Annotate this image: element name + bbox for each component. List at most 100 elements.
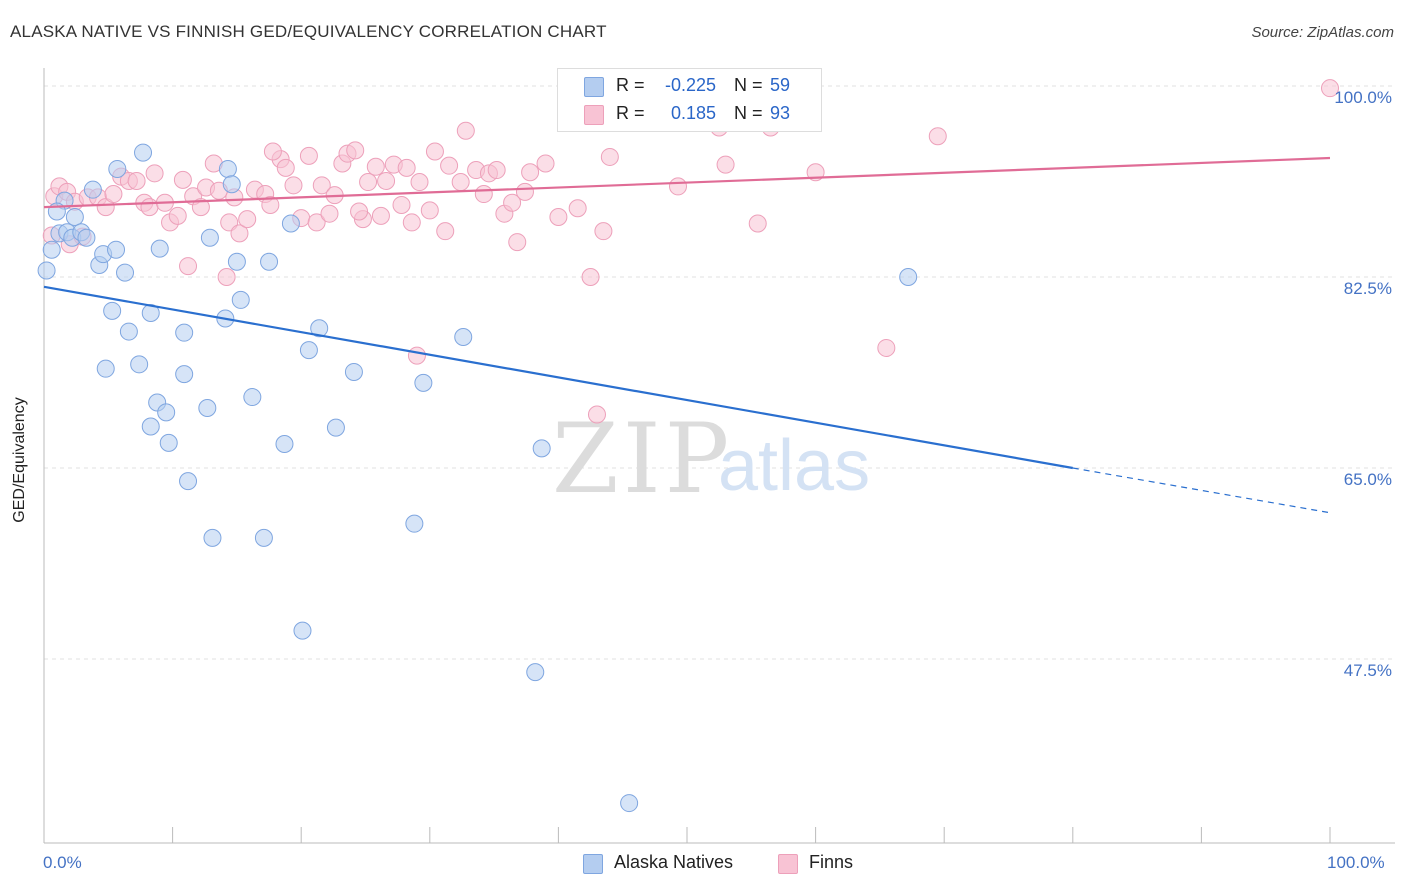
finns-point	[456, 121, 475, 140]
alaska-point	[134, 143, 153, 162]
finns-point	[230, 224, 249, 243]
finns-point	[346, 141, 365, 160]
finns-point	[487, 161, 506, 180]
finns-point	[668, 177, 687, 196]
alaska-point	[299, 341, 318, 360]
alaska-point	[83, 180, 102, 199]
alaska-point	[119, 322, 138, 341]
finns-point	[312, 176, 331, 195]
legend-alaska-label: Alaska Natives	[614, 852, 734, 872]
legend-alaska-swatch	[583, 854, 603, 874]
finns-point	[600, 147, 619, 166]
alaska-point	[141, 417, 160, 436]
stats-row-finns: R = 0.185 N = 93	[558, 101, 821, 127]
finns-point	[168, 206, 187, 225]
finns-point	[716, 155, 735, 174]
alaska-trend-line	[43, 285, 1073, 470]
alaska-point	[37, 261, 56, 280]
alaska-r-value: -0.225	[664, 75, 716, 95]
finns-point	[877, 338, 896, 357]
finns-trend-line	[43, 156, 1331, 209]
alaska-point	[454, 328, 473, 347]
finns-point	[320, 204, 339, 223]
watermark-atlas: atlas	[718, 426, 870, 506]
legend-finns-label: Finns	[809, 852, 854, 872]
finns-point	[451, 173, 470, 192]
finns-point	[392, 195, 411, 214]
alaska-point	[157, 403, 176, 422]
finns-point	[350, 202, 369, 221]
finns-point	[261, 195, 280, 214]
finns-point	[217, 268, 236, 286]
finns-point	[366, 157, 385, 176]
alaska-point	[179, 472, 198, 491]
alaska-point	[116, 263, 135, 282]
alaska-point	[310, 319, 329, 338]
finns-point	[179, 257, 198, 276]
finns-point	[359, 173, 378, 192]
finns-point	[127, 171, 146, 190]
watermark-zip: ZIP	[552, 403, 733, 515]
finns-point	[140, 198, 159, 217]
finns-point	[371, 206, 390, 225]
alaska-point	[159, 433, 178, 452]
alaska-point	[222, 175, 241, 194]
alaska-point	[275, 434, 294, 453]
alaska-point	[77, 228, 96, 247]
finns-point	[276, 158, 295, 177]
alaska-point	[175, 365, 194, 384]
alaska-point	[150, 239, 169, 258]
alaska-point	[130, 355, 149, 374]
finns-point	[420, 201, 439, 220]
finns-point	[568, 199, 587, 218]
alaska-point	[344, 362, 363, 381]
alaska-point	[293, 621, 312, 640]
source-label: Source: ZipAtlas.com	[1251, 24, 1394, 41]
finns-point	[377, 171, 396, 190]
finns-point	[191, 198, 210, 217]
y-tick-label: 47.5%	[1343, 661, 1392, 680]
alaska-point	[231, 290, 250, 309]
alaska-n-value: 59	[770, 75, 791, 95]
finns-point	[521, 163, 540, 182]
finns-point	[402, 213, 421, 232]
finns-point	[549, 207, 568, 226]
alaska-point	[414, 373, 433, 392]
chart-title: ALASKA NATIVE VS FINNISH GED/EQUIVALENCY…	[10, 22, 607, 41]
finns-point	[515, 182, 534, 201]
finns-point	[307, 213, 326, 232]
finns-swatch	[584, 105, 604, 125]
finns-point	[508, 233, 527, 252]
alaska-point	[243, 388, 262, 407]
finns-point	[410, 173, 429, 192]
stats-legend: R = -0.225 N = 59 R = 0.185 N = 93	[557, 68, 822, 132]
finns-point	[425, 142, 444, 161]
alaska-point	[65, 207, 84, 226]
alaska-point	[218, 159, 237, 178]
alaska-point	[405, 514, 424, 533]
finns-point	[503, 193, 522, 212]
finns-point	[263, 142, 282, 161]
alaska-point	[260, 252, 279, 271]
y-tick-label: 82.5%	[1343, 279, 1392, 298]
alaska-point	[198, 398, 217, 417]
finns-point	[173, 170, 192, 189]
finns-point	[397, 158, 416, 177]
alaska-point	[96, 359, 115, 378]
y-tick-label: 65.0%	[1343, 470, 1392, 489]
finns-point	[299, 146, 318, 165]
trend-lines	[43, 156, 1331, 514]
y-tick-label: 100.0%	[1334, 88, 1392, 107]
axes	[43, 68, 1395, 844]
alaska-point	[107, 240, 126, 259]
alaska-point	[227, 252, 246, 271]
finns-r-label: R =	[616, 103, 645, 123]
finns-point	[238, 210, 257, 229]
finns-n-label: N =	[734, 103, 763, 123]
alaska-point	[200, 228, 219, 247]
x-tick-min: 0.0%	[43, 853, 82, 872]
finns-point	[407, 346, 426, 365]
x-tick-max: 100.0%	[1327, 853, 1385, 872]
finns-point	[581, 268, 600, 286]
finns-point	[536, 154, 555, 173]
